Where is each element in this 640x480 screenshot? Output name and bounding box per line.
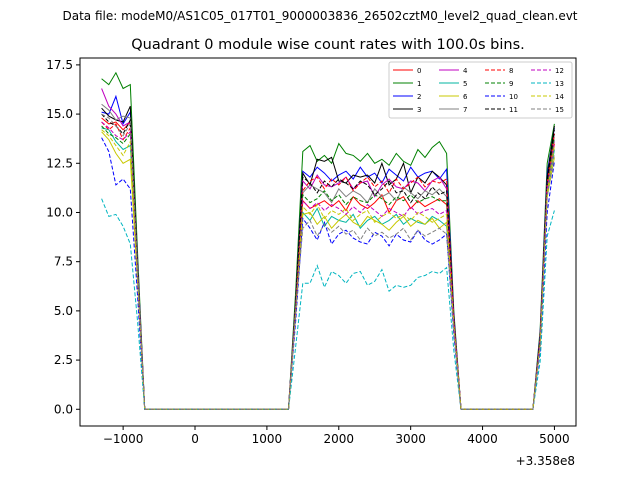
legend-label-9: 9 — [509, 80, 513, 88]
legend-label-12: 12 — [555, 67, 564, 75]
series-line-2 — [101, 94, 555, 410]
legend-label-10: 10 — [509, 93, 518, 101]
y-tick-label: 15.0 — [46, 107, 73, 121]
series-line-11 — [101, 113, 555, 410]
series-line-13 — [101, 198, 555, 410]
y-tick-label: 7.5 — [54, 255, 73, 269]
legend-label-2: 2 — [417, 93, 421, 101]
y-tick-label: 2.5 — [54, 353, 73, 367]
legend-label-4: 4 — [463, 67, 468, 75]
series-line-0 — [101, 117, 555, 410]
legend-box — [388, 61, 573, 119]
legend-label-7: 7 — [463, 106, 467, 114]
series-line-1 — [101, 71, 555, 410]
series-line-14 — [101, 129, 555, 410]
y-tick-label: 12.5 — [46, 156, 73, 170]
chart-title: Quadrant 0 module wise count rates with … — [131, 37, 525, 53]
series-line-5 — [101, 127, 555, 410]
y-tick-label: 17.5 — [46, 58, 73, 72]
y-axis: 0.0 2.5 5.0 7.5 10.0 12.5 15.0 17.5 — [46, 58, 80, 416]
legend-label-14: 14 — [555, 93, 564, 101]
x-tick-label: 1000 — [252, 432, 283, 446]
y-tick-label: 0.0 — [54, 402, 73, 416]
legend-label-8: 8 — [509, 67, 513, 75]
legend-label-15: 15 — [555, 106, 564, 114]
legend-label-1: 1 — [417, 80, 421, 88]
legend-label-5: 5 — [463, 80, 467, 88]
y-tick-label: 10.0 — [46, 205, 73, 219]
series-line-6 — [101, 131, 555, 410]
y-tick-label: 5.0 — [54, 304, 73, 318]
series-line-4 — [101, 88, 555, 410]
series-layer — [101, 71, 555, 410]
legend-label-11: 11 — [509, 106, 518, 114]
series-line-8 — [101, 121, 555, 410]
x-tick-label: 2000 — [324, 432, 355, 446]
series-line-12 — [101, 121, 555, 410]
legend-label-13: 13 — [555, 80, 564, 88]
legend-label-3: 3 — [417, 106, 421, 114]
legend-label-6: 6 — [463, 93, 468, 101]
x-offset-label: +3.358e8 — [516, 454, 575, 468]
plot-frame — [79, 57, 577, 427]
series-line-10 — [101, 137, 555, 410]
x-axis: −1000 0 1000 2000 3000 4000 5000 — [103, 426, 570, 446]
series-line-15 — [101, 113, 555, 410]
series-line-3 — [101, 105, 555, 410]
series-line-9 — [101, 125, 555, 410]
x-tick-label: 5000 — [539, 432, 570, 446]
series-line-7 — [101, 103, 555, 410]
x-tick-label: 0 — [191, 432, 199, 446]
data-file-header: Data file: modeM0/AS1C05_017T01_90000038… — [62, 9, 577, 23]
x-tick-label: −1000 — [103, 432, 144, 446]
x-tick-label: 4000 — [467, 432, 498, 446]
legend-label-0: 0 — [417, 67, 421, 75]
x-tick-label: 3000 — [395, 432, 426, 446]
